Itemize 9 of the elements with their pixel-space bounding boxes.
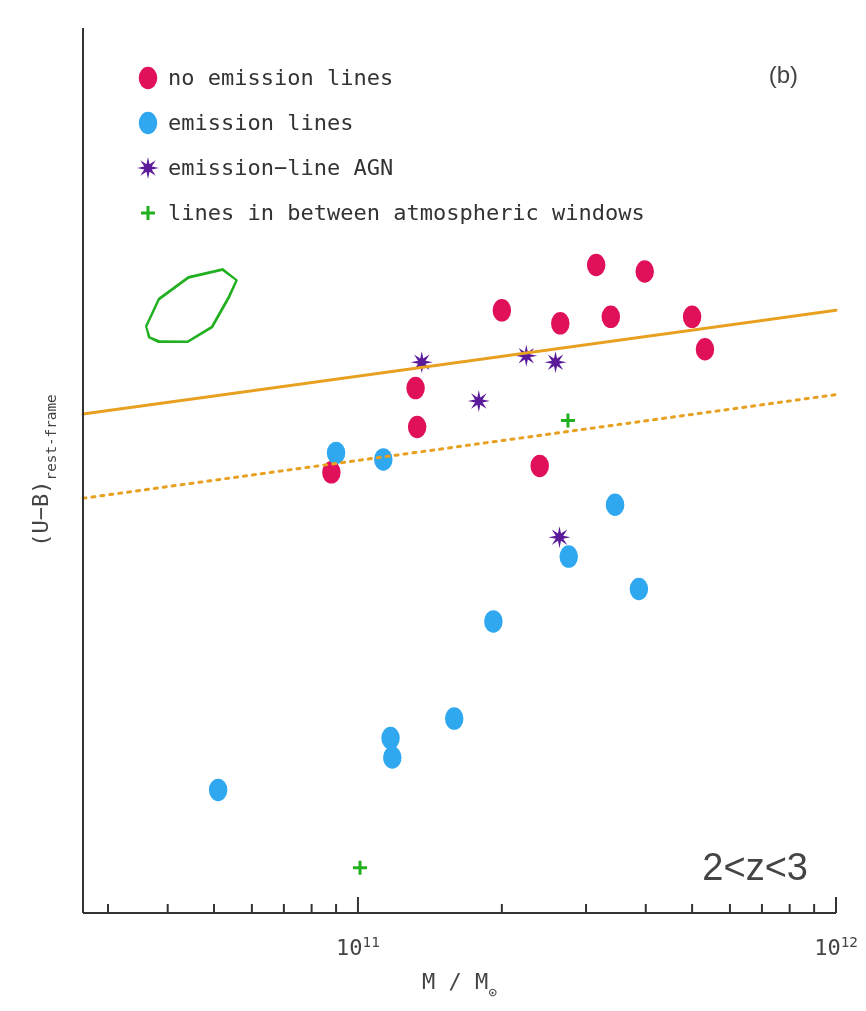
- legend-label: emission lines: [168, 110, 354, 135]
- annotation: 2<z<3: [702, 846, 808, 888]
- legend-label: no emission lines: [168, 65, 394, 90]
- x-tick-label: 10$^{11}$: [336, 934, 380, 960]
- x-axis-title: M / M$_{⊙}$: [422, 969, 498, 1000]
- legend-label: lines in between atmospheric windows: [168, 200, 645, 225]
- legend-label: emission−line AGN: [168, 155, 394, 180]
- text: (b): [768, 61, 798, 88]
- x-tick-label: 10$^{12}$: [814, 934, 858, 960]
